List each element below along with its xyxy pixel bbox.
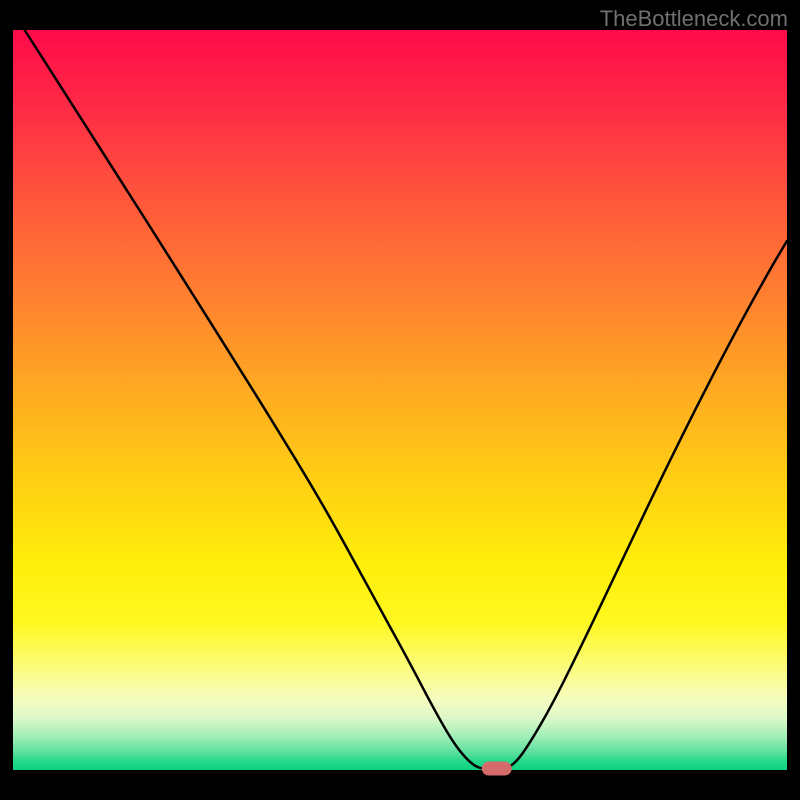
plot-gradient-background bbox=[13, 30, 787, 770]
watermark-text: TheBottleneck.com bbox=[600, 6, 788, 32]
chart-container: TheBottleneck.com bbox=[0, 0, 800, 800]
bottleneck-chart bbox=[0, 0, 800, 800]
optimal-marker bbox=[482, 762, 512, 776]
